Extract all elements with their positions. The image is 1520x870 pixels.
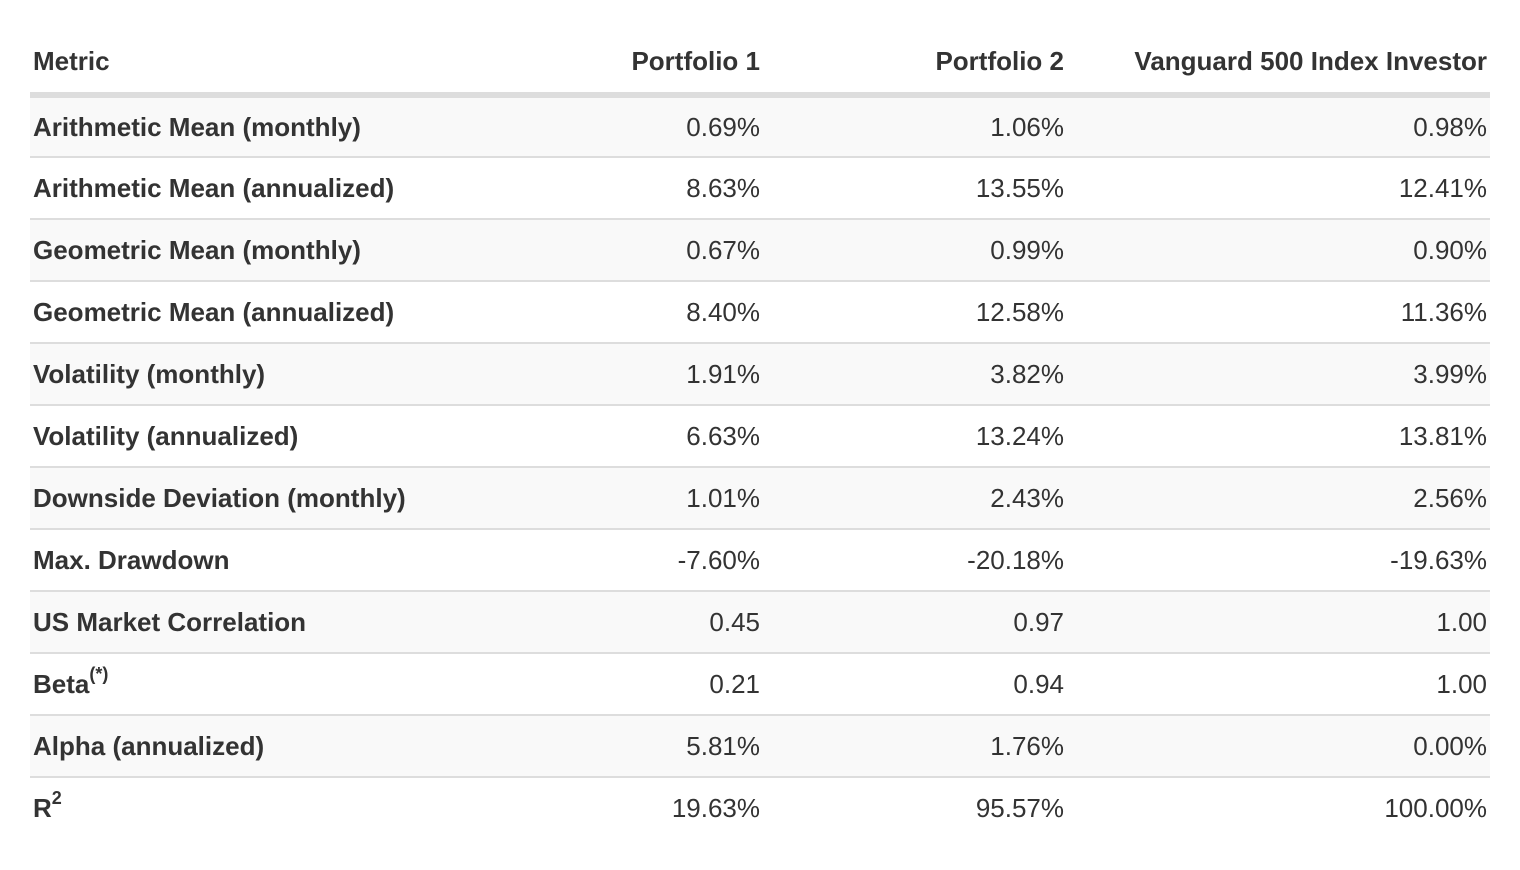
table-row: Arithmetic Mean (annualized) 8.63% 13.55% 1… bbox=[30, 156, 1490, 219]
table-row: Volatility (annualized) 6.63% 13.24% 13.81% bbox=[30, 404, 1490, 467]
metric-label: Volatility (monthly) bbox=[33, 358, 266, 389]
metric-name-cell: US Market Correlation bbox=[30, 590, 470, 653]
metric-label: Arithmetic Mean (annualized) bbox=[33, 172, 395, 203]
column-header-portfolio-1: Portfolio 1 bbox=[470, 30, 763, 98]
metric-name-cell: Arithmetic Mean (annualized) bbox=[30, 156, 470, 219]
benchmark-value-cell: 13.81% bbox=[1067, 404, 1490, 467]
portfolio-1-value-cell: 0.21 bbox=[470, 652, 763, 715]
portfolio-1-value-cell: 5.81% bbox=[470, 714, 763, 777]
table-row: Geometric Mean (annualized) 8.40% 12.58% 11… bbox=[30, 280, 1490, 343]
portfolio-1-value-cell: 1.01% bbox=[470, 466, 763, 529]
metric-label: Geometric Mean (annualized) bbox=[33, 296, 395, 327]
benchmark-value-cell: 0.00% bbox=[1067, 714, 1490, 777]
column-header-benchmark: Vanguard 500 Index Investor bbox=[1067, 30, 1490, 98]
metric-label: Alpha (annualized) bbox=[33, 730, 265, 761]
table-row: Alpha (annualized) 5.81% 1.76% 0.00% bbox=[30, 714, 1490, 777]
portfolio-1-value-cell: 6.63% bbox=[470, 404, 763, 467]
portfolio-2-value-cell: 13.24% bbox=[763, 404, 1067, 467]
column-header-portfolio-2: Portfolio 2 bbox=[763, 30, 1067, 98]
header-row: Metric Portfolio 1 Portfolio 2 Vanguard … bbox=[30, 30, 1490, 98]
risk-return-metrics-table: Metric Portfolio 1 Portfolio 2 Vanguard … bbox=[30, 30, 1490, 839]
table-row: R2 19.63% 95.57% 100.00% bbox=[30, 776, 1490, 839]
table-row: Max. Drawdown -7.60% -20.18% -19.63% bbox=[30, 528, 1490, 591]
benchmark-value-cell: 2.56% bbox=[1067, 466, 1490, 529]
portfolio-2-value-cell: 0.94 bbox=[763, 652, 1067, 715]
metric-name-cell: Volatility (monthly) bbox=[30, 342, 470, 405]
metric-name-cell: Beta(*) bbox=[30, 652, 470, 715]
portfolio-1-value-cell: 0.67% bbox=[470, 218, 763, 281]
portfolio-2-value-cell: 1.76% bbox=[763, 714, 1067, 777]
risk-return-table-container: Metric Portfolio 1 Portfolio 2 Vanguard … bbox=[30, 30, 1490, 839]
portfolio-1-value-cell: 1.91% bbox=[470, 342, 763, 405]
metric-name-cell: Geometric Mean (annualized) bbox=[30, 280, 470, 343]
table-row: US Market Correlation 0.45 0.97 1.00 bbox=[30, 590, 1490, 653]
metric-name-cell: Arithmetic Mean (monthly) bbox=[30, 95, 470, 157]
table-body: Arithmetic Mean (monthly) 0.69% 1.06% 0.98%… bbox=[30, 95, 1490, 839]
portfolio-1-value-cell: -7.60% bbox=[470, 528, 763, 591]
column-header-metric: Metric bbox=[30, 30, 470, 98]
metric-label: Geometric Mean (monthly) bbox=[33, 234, 361, 265]
metric-name-cell: Downside Deviation (monthly) bbox=[30, 466, 470, 529]
portfolio-2-value-cell: 95.57% bbox=[763, 776, 1067, 839]
metric-name-cell: Volatility (annualized) bbox=[30, 404, 470, 467]
portfolio-2-value-cell: 12.58% bbox=[763, 280, 1067, 343]
portfolio-2-value-cell: 0.99% bbox=[763, 218, 1067, 281]
metric-label: Max. Drawdown bbox=[33, 544, 230, 575]
portfolio-1-value-cell: 0.45 bbox=[470, 590, 763, 653]
metric-label: R bbox=[33, 793, 52, 823]
metric-label: Volatility (annualized) bbox=[33, 420, 299, 451]
portfolio-2-value-cell: 2.43% bbox=[763, 466, 1067, 529]
benchmark-value-cell: 3.99% bbox=[1067, 342, 1490, 405]
benchmark-value-cell: -19.63% bbox=[1067, 528, 1490, 591]
portfolio-2-value-cell: -20.18% bbox=[763, 528, 1067, 591]
metric-name-cell: Geometric Mean (monthly) bbox=[30, 218, 470, 281]
table-row: Arithmetic Mean (monthly) 0.69% 1.06% 0.98% bbox=[30, 95, 1490, 157]
table-row: Beta(*) 0.21 0.94 1.00 bbox=[30, 652, 1490, 715]
benchmark-value-cell: 0.90% bbox=[1067, 218, 1490, 281]
benchmark-value-cell: 1.00 bbox=[1067, 590, 1490, 653]
portfolio-2-value-cell: 1.06% bbox=[990, 111, 1064, 142]
portfolio-1-value-cell: 8.40% bbox=[470, 280, 763, 343]
benchmark-value-cell: 100.00% bbox=[1067, 776, 1490, 839]
portfolio-1-value-cell: 0.69% bbox=[686, 111, 760, 142]
benchmark-value-cell: 0.98% bbox=[1413, 111, 1487, 142]
portfolio-2-value-cell: 3.82% bbox=[763, 342, 1067, 405]
metric-superscript: (*) bbox=[89, 663, 109, 684]
metric-name-cell: Alpha (annualized) bbox=[30, 714, 470, 777]
table-row: Geometric Mean (monthly) 0.67% 0.99% 0.90% bbox=[30, 218, 1490, 281]
metric-name-cell: R2 bbox=[30, 776, 470, 839]
metric-label: US Market Correlation bbox=[33, 606, 307, 637]
metric-name-cell: Max. Drawdown bbox=[30, 528, 470, 591]
benchmark-value-cell: 1.00 bbox=[1067, 652, 1490, 715]
table-header: Metric Portfolio 1 Portfolio 2 Vanguard … bbox=[30, 30, 1490, 98]
portfolio-1-value-cell: 8.63% bbox=[470, 156, 763, 219]
table-row: Downside Deviation (monthly) 1.01% 2.43% 2.… bbox=[30, 466, 1490, 529]
portfolio-2-value-cell: 13.55% bbox=[763, 156, 1067, 219]
benchmark-value-cell: 12.41% bbox=[1067, 156, 1490, 219]
metric-label: Downside Deviation (monthly) bbox=[33, 482, 406, 513]
portfolio-1-value-cell: 19.63% bbox=[470, 776, 763, 839]
benchmark-value-cell: 11.36% bbox=[1067, 280, 1490, 343]
metric-label: Arithmetic Mean (monthly) bbox=[33, 111, 361, 142]
metric-label: Beta bbox=[33, 668, 90, 699]
table-row: Volatility (monthly) 1.91% 3.82% 3.99% bbox=[30, 342, 1490, 405]
metric-superscript: 2 bbox=[51, 788, 62, 809]
portfolio-2-value-cell: 0.97 bbox=[763, 590, 1067, 653]
